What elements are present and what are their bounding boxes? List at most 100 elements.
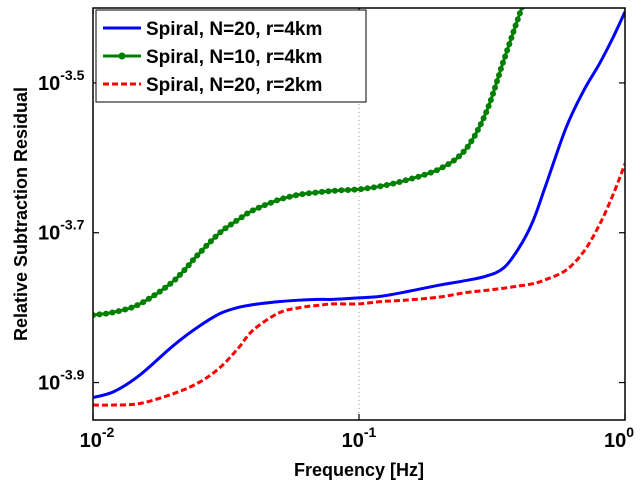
series-marker xyxy=(427,169,434,176)
series-marker xyxy=(490,90,496,97)
series-marker xyxy=(194,252,201,259)
series-marker xyxy=(217,229,224,236)
series-marker xyxy=(318,188,325,195)
series-marker xyxy=(227,221,234,228)
series-marker xyxy=(421,171,428,178)
series-marker xyxy=(402,177,409,184)
series-marker xyxy=(415,173,422,180)
y-tick-label: 10-3.9 xyxy=(38,367,85,395)
series-marker xyxy=(409,175,416,182)
series-marker xyxy=(477,121,484,128)
series-marker xyxy=(233,217,240,224)
series-marker xyxy=(439,164,446,171)
series-marker xyxy=(134,302,141,309)
series-marker xyxy=(338,187,345,194)
series-marker xyxy=(267,199,274,206)
tick-labels: 10-2 10-1 100 10-3.5 10-3.7 10-3.9 xyxy=(38,67,634,452)
series-marker xyxy=(445,161,452,168)
series-marker xyxy=(244,210,251,217)
series-marker xyxy=(502,53,509,60)
series-marker xyxy=(103,310,109,317)
series-marker xyxy=(377,183,384,190)
series-marker xyxy=(156,288,163,295)
series-marker xyxy=(487,97,494,103)
series-marker xyxy=(516,10,523,17)
series-marker xyxy=(351,186,358,193)
series-marker xyxy=(261,202,268,209)
series-marker xyxy=(480,115,487,122)
series-marker xyxy=(485,103,492,110)
series-marker xyxy=(212,233,219,240)
series-marker xyxy=(151,292,158,299)
series-marker xyxy=(167,280,174,287)
series-marker xyxy=(128,304,135,311)
series-marker xyxy=(249,207,256,214)
x-tick-label: 10-2 xyxy=(80,424,115,452)
series-marker xyxy=(198,247,205,254)
series-line xyxy=(93,163,625,407)
series-layer xyxy=(93,0,625,407)
y-axis-label: Relative Subtraction Residual xyxy=(11,87,31,341)
series-marker xyxy=(109,309,116,316)
series-marker xyxy=(280,195,287,202)
series-marker xyxy=(162,284,169,291)
series-marker xyxy=(456,153,462,160)
series-marker xyxy=(364,185,371,192)
series-marker xyxy=(460,148,467,155)
series-marker xyxy=(255,204,262,211)
series-marker xyxy=(238,214,245,221)
series-marker xyxy=(274,197,280,204)
series-marker xyxy=(312,189,319,196)
series-marker xyxy=(122,306,129,313)
series-marker xyxy=(172,276,179,283)
series-marker xyxy=(471,132,478,139)
series-marker xyxy=(464,143,471,150)
series-marker xyxy=(325,188,332,195)
series-marker xyxy=(497,65,504,72)
y-tick-label: 10-3.7 xyxy=(38,217,85,245)
series-marker xyxy=(450,157,457,164)
series-marker xyxy=(286,193,293,200)
series-marker xyxy=(305,190,312,197)
series-marker xyxy=(519,8,525,10)
series-marker xyxy=(115,308,122,315)
series-marker xyxy=(370,184,377,191)
series-marker xyxy=(468,138,475,145)
legend-label: Spiral, N=20, r=2km xyxy=(146,75,322,96)
series-marker xyxy=(499,59,506,66)
series-marker xyxy=(358,186,364,193)
series-marker xyxy=(207,238,214,245)
series-marker xyxy=(96,311,103,318)
series-marker xyxy=(504,47,511,54)
series-marker xyxy=(483,109,490,116)
series-marker xyxy=(185,262,192,269)
series-marker xyxy=(492,84,498,91)
series-marker xyxy=(222,225,229,232)
series-marker xyxy=(299,191,306,198)
series-marker xyxy=(140,299,147,306)
x-axis-label: Frequency [Hz] xyxy=(294,460,424,480)
series-marker xyxy=(494,78,500,85)
series-marker xyxy=(145,295,152,302)
series-marker xyxy=(521,0,527,4)
series-marker xyxy=(176,271,183,278)
series-line xyxy=(93,11,625,399)
x-tick-label: 10-1 xyxy=(342,424,377,452)
axis-ticks xyxy=(92,8,626,420)
series-marker xyxy=(474,126,481,133)
series-marker xyxy=(514,16,521,23)
series-marker xyxy=(189,257,196,264)
series-marker xyxy=(506,41,513,48)
series-marker xyxy=(390,180,397,187)
series-marker xyxy=(181,267,188,274)
legend-label: Spiral, N=10, r=4km xyxy=(146,47,322,68)
legend-label: Spiral, N=20, r=4km xyxy=(146,19,322,40)
series-marker xyxy=(496,72,502,79)
series-marker xyxy=(293,192,299,199)
series-marker xyxy=(331,187,338,194)
x-tick-label: 100 xyxy=(604,424,634,452)
series-marker xyxy=(433,167,440,174)
series-marker xyxy=(510,28,517,35)
legend-marker xyxy=(118,52,126,60)
